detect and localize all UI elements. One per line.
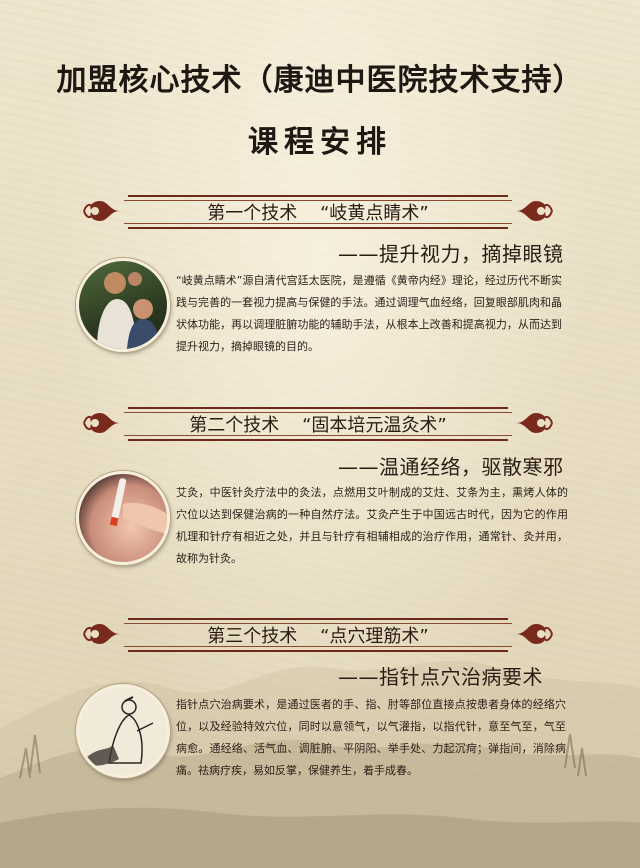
- section-1-heading: 第一个技术 “岐黄点睛术”: [124, 195, 512, 229]
- scroll-ornament-left-icon: [83, 201, 120, 221]
- section-2-banner: 第二个技术 “固本培元温灸术”: [80, 405, 556, 441]
- section-2-text: 艾灸，中医针灸疗法中的灸法，点燃用艾叶制成的艾炷、艾条为主，熏烤人体的穴位以达到…: [176, 486, 568, 565]
- section-3-heading: 第三个技术 “点穴理筋术”: [124, 618, 512, 652]
- section-1-banner: 第一个技术 “岐黄点睛术”: [80, 193, 556, 229]
- page-subtitle: 课程安排: [248, 125, 392, 160]
- page-title: 加盟核心技术（康迪中医院技术支持）: [56, 63, 584, 98]
- section-2-heading: 第二个技术 “固本培元温灸术”: [124, 407, 512, 441]
- section-3-tagline: ——指针点穴治病要术: [338, 665, 543, 689]
- section-2-tagline: ——温通经络，驱散寒邪: [338, 455, 564, 479]
- ink-painting-physician: [76, 684, 170, 778]
- scroll-ornament-right-icon: [516, 201, 553, 221]
- section-1-text: “岐黄点睛术”源自清代宫廷太医院，是遵循《黄帝内经》理论，经过历代不断实践与完善…: [176, 274, 562, 353]
- doctor-treating-child-photo: [76, 258, 170, 352]
- scroll-ornament-left-icon: [83, 624, 120, 644]
- moxibustion-photo: [76, 471, 170, 565]
- section-3-text: 指针点穴治病要术，是通过医者的手、指、肘等部位直接点按患者身体的经络穴位，以及经…: [176, 698, 566, 777]
- section-3-banner: 第三个技术 “点穴理筋术”: [80, 616, 556, 652]
- scroll-ornament-right-icon: [516, 624, 553, 644]
- scroll-ornament-right-icon: [516, 413, 553, 433]
- section-1-tagline: ——提升视力，摘掉眼镜: [338, 242, 564, 266]
- scroll-ornament-left-icon: [83, 413, 120, 433]
